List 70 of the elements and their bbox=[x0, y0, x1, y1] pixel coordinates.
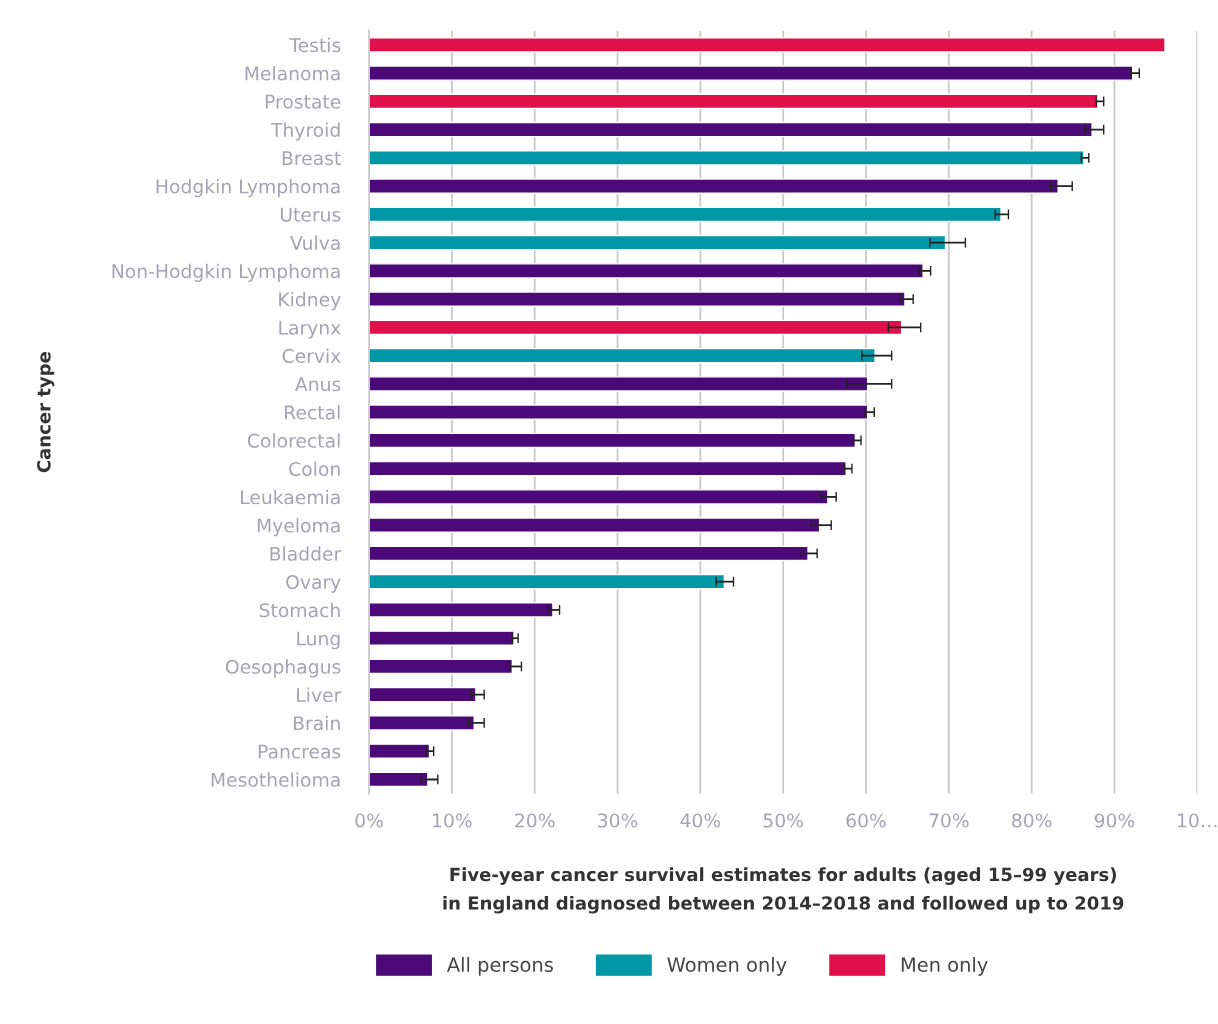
x-tick-label: 80% bbox=[1012, 813, 1052, 828]
y-tick-label: Bladder bbox=[270, 546, 342, 561]
bar bbox=[369, 121, 1093, 138]
y-tick-label: Brain bbox=[293, 715, 340, 731]
x-axis-title: Five-year cancer survival estimates for adults (aged 15–99 years) in England diagnosed between 2014–2018 and followed up to 2019 bbox=[443, 867, 1124, 914]
y-tick-label: Thyroid bbox=[270, 122, 340, 141]
x-tick-label: 10% bbox=[433, 813, 472, 828]
bar bbox=[369, 263, 924, 279]
x-tick-label: 90% bbox=[1094, 813, 1135, 828]
bar bbox=[369, 545, 809, 562]
bar bbox=[369, 93, 1099, 110]
x-tick-label: 30% bbox=[598, 813, 638, 828]
bar bbox=[369, 178, 1059, 194]
y-tick-label: Breast bbox=[282, 151, 341, 166]
y-tick-label: Oesophagus bbox=[225, 659, 341, 678]
x-tick-label: 70% bbox=[929, 813, 969, 828]
bar bbox=[369, 743, 431, 759]
y-tick-label: Hodgkin Lymphoma bbox=[156, 179, 340, 198]
y-tick-label: Liver bbox=[297, 687, 342, 703]
x-tick-label: 60% bbox=[846, 813, 886, 828]
bar bbox=[369, 602, 554, 618]
bar bbox=[369, 686, 477, 703]
y-tick-label: Colon bbox=[289, 461, 340, 477]
y-tick-label: Prostate bbox=[265, 94, 341, 109]
bar bbox=[369, 771, 429, 788]
y-tick-label: Uterus bbox=[280, 207, 341, 222]
legend-label: Women only bbox=[667, 956, 787, 976]
bar bbox=[369, 517, 821, 533]
y-tick-label: Colorectal bbox=[247, 433, 340, 448]
y-tick-label: Rectal bbox=[285, 405, 340, 420]
legend-label: Men only bbox=[901, 956, 988, 976]
y-axis-title: Cancer type bbox=[37, 352, 55, 473]
y-tick-label: Testis bbox=[289, 37, 341, 53]
bar bbox=[369, 573, 726, 590]
y-tick-label: Leukaemia bbox=[241, 489, 340, 505]
bar bbox=[369, 432, 856, 449]
x-tick-label: 40% bbox=[680, 813, 721, 828]
y-tick-label: Pancreas bbox=[258, 744, 341, 759]
y-tick-label: Mesothelioma bbox=[211, 772, 340, 787]
y-tick-label: Kidney bbox=[279, 292, 341, 311]
y-tick-label: Vulva bbox=[290, 235, 340, 251]
y-tick-label: Anus bbox=[295, 377, 341, 392]
y-tick-label: Non-Hodgkin Lymphoma bbox=[112, 263, 340, 282]
bar bbox=[369, 347, 876, 364]
bar bbox=[369, 489, 829, 505]
bar bbox=[369, 319, 903, 336]
bar bbox=[369, 376, 869, 392]
y-tick-label: Myeloma bbox=[257, 518, 340, 537]
y-tick-label: Cervix bbox=[282, 348, 341, 364]
bar bbox=[369, 206, 1002, 223]
bar bbox=[369, 715, 475, 731]
x-tick-label: 50% bbox=[763, 813, 803, 828]
y-tick-label: Stomach bbox=[259, 602, 340, 618]
bar bbox=[369, 65, 1134, 81]
y-tick-label: Larynx bbox=[279, 320, 341, 339]
x-tick-label: 0% bbox=[355, 813, 383, 828]
x-tick-label: 10… bbox=[1178, 813, 1217, 828]
bar bbox=[369, 37, 1166, 53]
y-tick-label: Lung bbox=[297, 631, 340, 650]
bar bbox=[369, 630, 515, 646]
bar bbox=[369, 658, 514, 675]
y-tick-label: Melanoma bbox=[245, 65, 340, 81]
bar bbox=[369, 291, 906, 307]
bar bbox=[369, 234, 947, 251]
legend-label: All persons bbox=[446, 956, 553, 976]
bar bbox=[369, 404, 869, 420]
x-tick-label: 20% bbox=[515, 813, 555, 828]
y-tick-label: Ovary bbox=[286, 574, 341, 593]
bar bbox=[369, 150, 1085, 166]
bar bbox=[369, 460, 847, 477]
